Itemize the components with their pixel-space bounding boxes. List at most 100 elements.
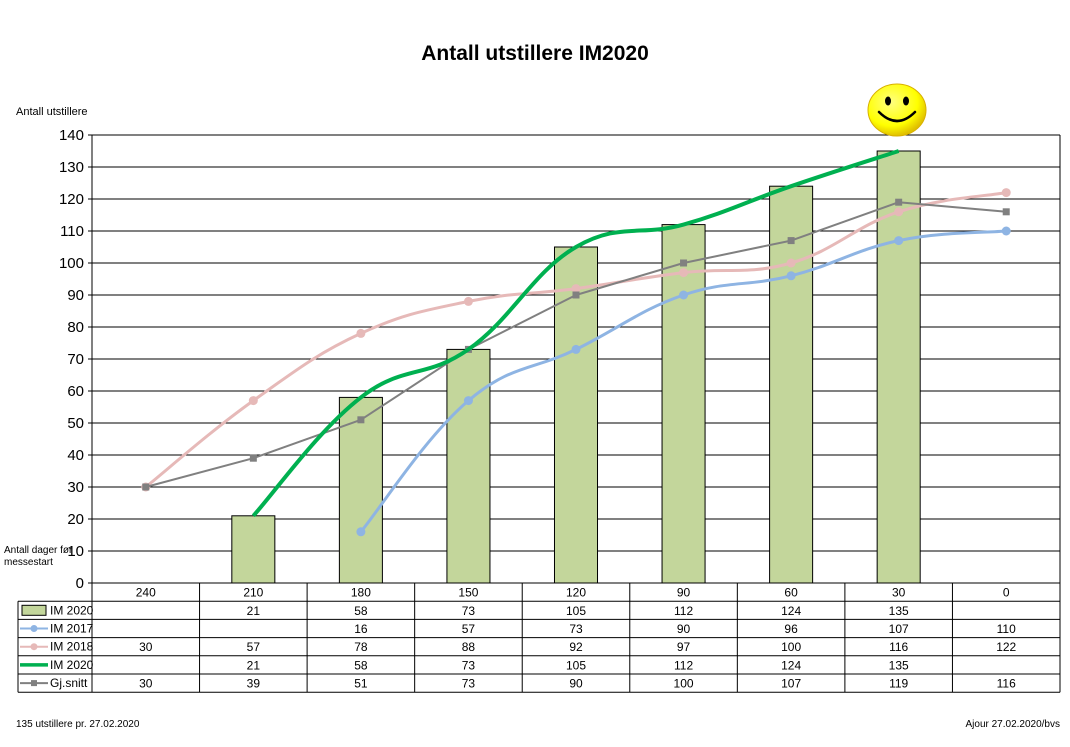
point — [894, 236, 904, 246]
footer-right-note: Ajour 27.02.2020/bvs — [965, 719, 1060, 730]
y-axis-label: Antall utstillere — [16, 106, 88, 118]
legend-key — [21, 604, 47, 616]
footer-left-note: 135 utstillere pr. 27.02.2020 — [16, 719, 140, 730]
point — [786, 271, 796, 281]
point — [680, 259, 688, 267]
data-label: 30 — [139, 640, 153, 654]
data-label: 135 — [889, 658, 909, 672]
data-label: 92 — [569, 640, 583, 654]
data-label: 90 — [677, 622, 691, 636]
data-label: 88 — [462, 640, 476, 654]
y-tick-label: 20 — [67, 511, 84, 528]
bar — [661, 224, 706, 584]
data-label: 21 — [247, 604, 261, 618]
x-tick-label: 60 — [784, 586, 798, 600]
data-label: 96 — [784, 622, 798, 636]
data-label: 107 — [889, 622, 909, 636]
point — [1001, 188, 1011, 198]
legend-label: IM 2020 — [50, 603, 94, 617]
point — [463, 396, 473, 406]
point — [357, 416, 365, 424]
point — [571, 284, 581, 294]
chart-title: Antall utstillere IM2020 — [421, 42, 649, 65]
x-tick-label: 150 — [458, 586, 478, 600]
series-line — [251, 149, 900, 518]
y-tick-label: 50 — [67, 415, 84, 432]
data-label: 119 — [889, 677, 908, 691]
data-label: 57 — [462, 622, 476, 636]
data-label: 73 — [462, 677, 476, 691]
legend-label: Gj.snitt — [50, 676, 88, 690]
data-label: 73 — [462, 604, 476, 618]
y-tick-label: 100 — [59, 255, 84, 272]
y-tick-label: 90 — [67, 287, 84, 304]
point — [787, 237, 795, 245]
data-label: 124 — [781, 658, 801, 672]
y-tick-label: 130 — [59, 159, 84, 176]
data-label: 105 — [566, 604, 586, 618]
data-label: 58 — [354, 658, 368, 672]
x-tick-label: 120 — [566, 586, 586, 600]
data-label: 122 — [996, 640, 1016, 654]
bar — [231, 515, 276, 584]
point — [679, 268, 689, 278]
y-tick-label: 40 — [67, 447, 84, 464]
data-label: 57 — [247, 640, 261, 654]
point — [142, 483, 150, 491]
data-label: 124 — [781, 604, 801, 618]
y-tick-label: 60 — [67, 383, 84, 400]
data-label: 16 — [354, 622, 368, 636]
point — [1002, 208, 1010, 216]
point — [248, 396, 258, 406]
x-axis-label: Antall dager før messestart — [4, 545, 73, 568]
y-tick-label: 10 — [67, 543, 84, 560]
data-label: 100 — [781, 640, 801, 654]
smiley-face-icon — [867, 83, 927, 137]
point — [679, 290, 689, 300]
data-label: 73 — [462, 658, 476, 672]
data-label: 58 — [354, 604, 368, 618]
legend-marker — [30, 643, 38, 651]
bar — [446, 348, 491, 584]
data-label: 116 — [889, 640, 908, 654]
point — [895, 198, 903, 206]
y-tick-label: 0 — [76, 575, 84, 592]
point — [463, 296, 473, 306]
point — [572, 291, 580, 299]
data-label: 21 — [247, 658, 261, 672]
point — [571, 344, 581, 354]
point — [356, 527, 366, 537]
point — [1001, 226, 1011, 236]
legend-label: IM 2018 — [50, 640, 94, 654]
data-label: 30 — [139, 677, 153, 691]
data-label: 78 — [354, 640, 368, 654]
data-label: 100 — [674, 677, 694, 691]
data-label: 110 — [997, 622, 1016, 636]
x-tick-label: 180 — [351, 586, 371, 600]
y-tick-label: 120 — [59, 191, 84, 208]
data-label: 51 — [354, 677, 368, 691]
point — [249, 454, 257, 462]
x-tick-label: 210 — [243, 586, 263, 600]
x-tick-label: 240 — [136, 586, 156, 600]
y-tick-label: 140 — [59, 127, 84, 144]
bar — [876, 150, 921, 584]
point — [894, 207, 904, 217]
point — [786, 258, 796, 268]
legend-label: IM 2017 — [50, 622, 94, 636]
y-tick-label: 80 — [67, 319, 84, 336]
legend-marker — [31, 680, 37, 687]
data-label: 97 — [677, 640, 691, 654]
legend-marker — [30, 625, 38, 632]
point — [356, 328, 366, 338]
data-label: 39 — [247, 677, 261, 691]
data-label: 116 — [997, 677, 1016, 691]
bar — [769, 185, 814, 584]
y-tick-label: 70 — [67, 351, 84, 368]
x-tick-label: 0 — [1003, 586, 1010, 600]
data-label: 107 — [781, 677, 801, 691]
data-label: 135 — [889, 604, 909, 618]
data-label: 105 — [566, 658, 586, 672]
data-label: 73 — [569, 622, 583, 636]
